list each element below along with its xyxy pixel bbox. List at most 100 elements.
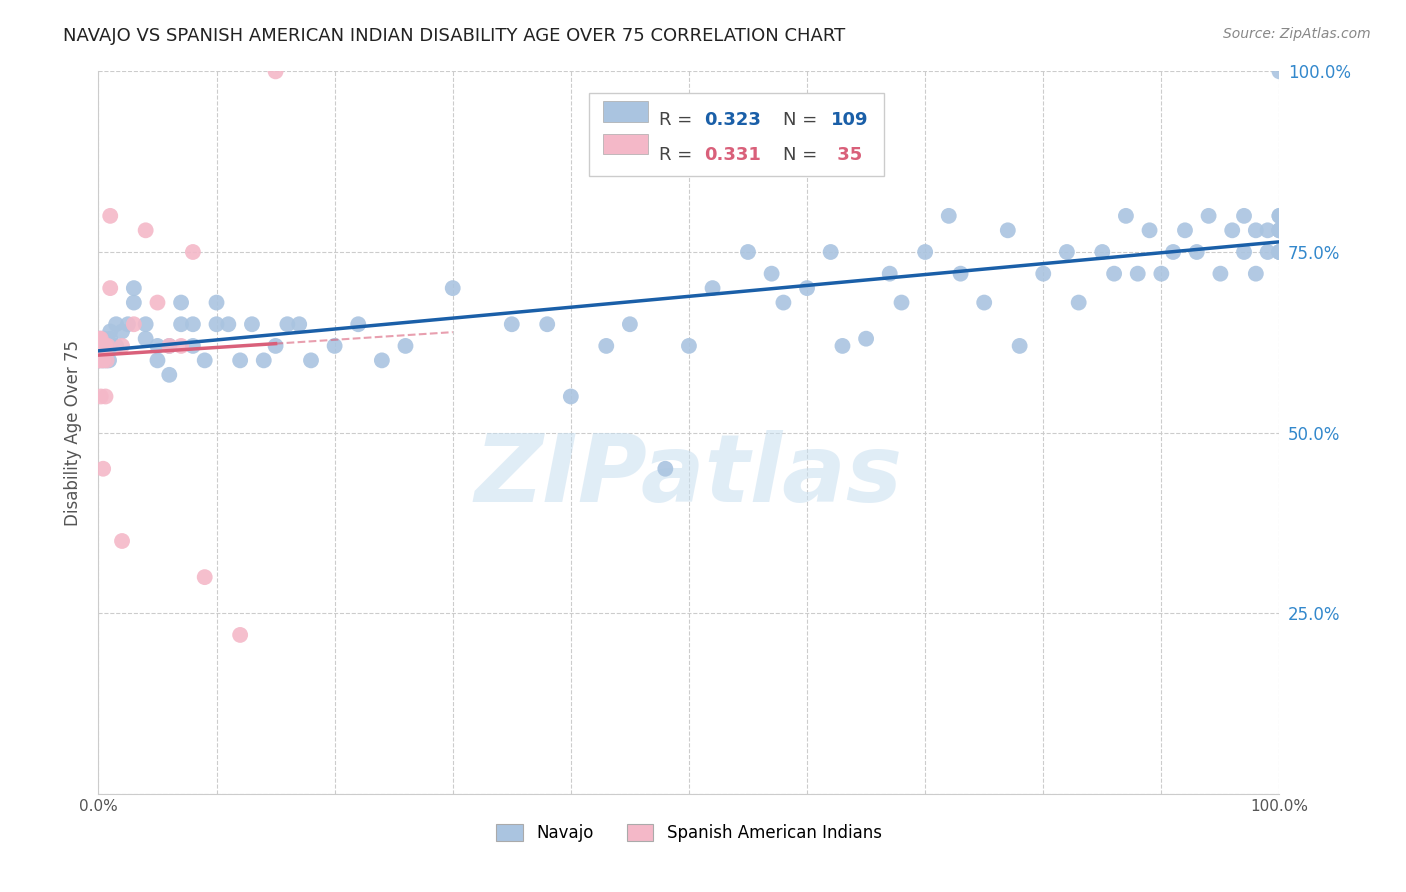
Point (157, 339, 180, 353)
Point (146, 353, 169, 368)
Point (1268, 209, 1291, 223)
Point (347, 318, 370, 332)
Point (441, 281, 464, 295)
Point (761, 267, 783, 281)
Point (90, 332, 112, 346)
Point (264, 339, 287, 353)
Point (879, 267, 901, 281)
Point (1268, 223, 1291, 237)
Point (264, 64, 287, 78)
Point (501, 318, 523, 332)
Point (1056, 244, 1078, 259)
Point (91, 462, 114, 476)
Point (1126, 267, 1149, 281)
Text: ZIPatlas: ZIPatlas (475, 430, 903, 522)
Point (1257, 223, 1279, 237)
Point (98, 325, 121, 339)
Point (1032, 267, 1054, 281)
Point (97, 339, 120, 353)
Point (371, 353, 394, 368)
Point (111, 339, 134, 353)
Point (94, 339, 117, 353)
Point (91, 353, 114, 368)
Point (205, 318, 228, 332)
Point (94, 339, 117, 353)
Point (949, 267, 972, 281)
Point (93, 353, 115, 368)
Text: N =: N = (783, 145, 824, 164)
Point (938, 209, 960, 223)
Point (87, 353, 110, 368)
Point (87, 339, 110, 353)
Point (91, 332, 114, 346)
Point (111, 533, 134, 548)
Point (973, 295, 995, 310)
Point (217, 318, 239, 332)
Point (105, 339, 128, 353)
Text: 35: 35 (831, 145, 862, 164)
Point (536, 318, 558, 332)
Point (595, 339, 617, 353)
Y-axis label: Disability Age Over 75: Disability Age Over 75 (65, 340, 83, 525)
Point (1139, 223, 1161, 237)
Point (117, 318, 139, 332)
FancyBboxPatch shape (603, 134, 648, 154)
Point (1268, 64, 1291, 78)
Point (90, 353, 112, 368)
Point (890, 295, 912, 310)
Point (1233, 209, 1256, 223)
Legend: Navajo, Spanish American Indians: Navajo, Spanish American Indians (488, 816, 890, 851)
Point (87, 339, 110, 353)
Text: 0.331: 0.331 (704, 145, 761, 164)
Point (98, 209, 121, 223)
Point (737, 244, 759, 259)
Point (94, 339, 117, 353)
Text: 109: 109 (831, 112, 868, 129)
Point (135, 332, 157, 346)
FancyBboxPatch shape (589, 93, 884, 176)
Point (93, 332, 115, 346)
Point (135, 223, 157, 237)
Point (796, 281, 818, 295)
Point (91, 339, 114, 353)
Point (855, 332, 877, 346)
Point (170, 318, 193, 332)
FancyBboxPatch shape (603, 102, 648, 122)
Point (157, 368, 180, 382)
Point (170, 339, 193, 353)
Point (194, 353, 217, 368)
Point (87, 339, 110, 353)
Point (94, 389, 117, 403)
Text: NAVAJO VS SPANISH AMERICAN INDIAN DISABILITY AGE OVER 75 CORRELATION CHART: NAVAJO VS SPANISH AMERICAN INDIAN DISABI… (63, 27, 845, 45)
Point (1008, 339, 1031, 353)
Point (678, 339, 700, 353)
Point (135, 318, 157, 332)
Point (91, 339, 114, 353)
Point (914, 244, 936, 259)
Point (98, 332, 121, 346)
Point (96, 339, 118, 353)
Point (820, 244, 842, 259)
Point (90, 389, 112, 403)
Point (91, 339, 114, 353)
Point (91, 339, 114, 353)
Point (772, 295, 794, 310)
Point (87, 339, 110, 353)
Point (1257, 244, 1279, 259)
Point (831, 339, 853, 353)
Text: R =: R = (659, 145, 699, 164)
Point (98, 281, 121, 295)
Point (87, 332, 110, 346)
Point (1091, 244, 1114, 259)
Point (288, 318, 311, 332)
Point (1244, 223, 1267, 237)
Point (146, 339, 169, 353)
Point (299, 353, 322, 368)
Point (323, 339, 346, 353)
Point (1268, 244, 1291, 259)
Point (87, 353, 110, 368)
Point (90, 339, 112, 353)
Point (1268, 244, 1291, 259)
Point (98, 339, 121, 353)
Point (122, 281, 145, 295)
